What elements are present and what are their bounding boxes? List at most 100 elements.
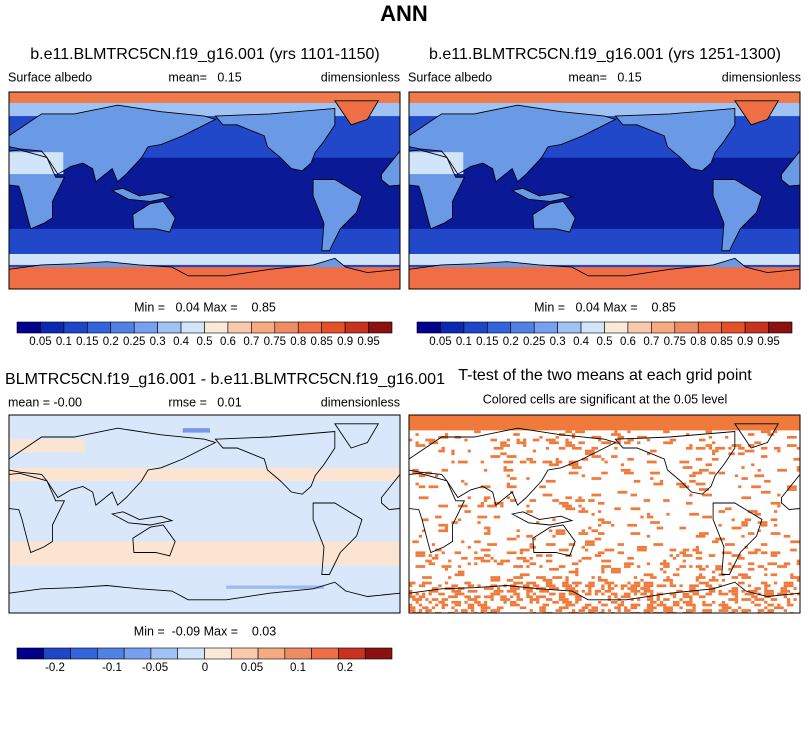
significant-cell [676,589,683,593]
colorbar-label: 0.4 [173,336,190,348]
significant-cell [672,595,677,599]
significant-cell [718,603,729,607]
significant-cell [734,474,739,478]
significant-cell [428,589,439,593]
significant-cell [630,507,641,511]
significant-cell [624,441,631,445]
significant-cell [516,534,520,538]
significant-cell [591,477,602,480]
significant-cell [435,554,439,557]
significant-cell [757,565,765,568]
significant-cell [588,526,592,530]
significant-cell [721,600,726,604]
significant-cell [565,444,576,447]
significant-cell [588,611,595,613]
significant-cell [630,589,641,593]
colorbar-label: 0.2 [103,336,119,348]
significant-cell [451,589,462,593]
significant-cell [764,606,768,610]
significant-cell [653,611,664,613]
significant-cell [685,446,693,450]
significant-cell [490,609,501,612]
significant-cell [568,460,579,464]
colorbar-swatch [177,647,205,660]
significant-cell [790,611,794,613]
significant-cell [669,554,673,557]
significant-cell [663,565,670,568]
significant-cell [467,584,475,588]
significant-cell [682,554,693,557]
significant-cell [542,493,553,497]
significant-cell [656,603,667,607]
significant-cell [770,598,778,601]
significant-cell [565,578,569,582]
sea-ice [9,253,400,265]
significant-cell [728,567,732,571]
significant-cell [545,438,556,442]
significant-cell [500,559,511,563]
significant-cell [597,578,608,582]
significant-cell [611,600,618,604]
significant-cell [461,540,465,544]
colorbar-label: 0.15 [76,336,98,348]
significant-cell [516,438,520,442]
significant-cell [532,584,540,588]
significant-cell [526,589,533,593]
significant-cell [483,600,488,604]
significant-cell [757,529,761,533]
colorbar-swatch [440,321,465,334]
significant-cell [529,545,537,549]
significant-cell [506,589,517,593]
significant-cell [578,504,582,508]
significant-cell [738,452,745,456]
significant-cell [444,581,449,585]
colorbar-label: 0.6 [220,336,236,348]
significant-cell [519,548,530,552]
significant-cell [744,592,755,596]
significant-cell [513,592,520,596]
significant-cell [536,576,546,579]
significant-cell [604,589,612,593]
significant-cell [679,598,683,601]
significant-cell [747,584,752,588]
significant-cell [708,589,716,593]
significant-cell [793,587,797,590]
significant-cell [506,551,517,555]
significant-cell [451,600,462,604]
colorbar-swatch [123,647,152,660]
significant-cell [738,446,745,450]
colorbar-label: 0.3 [550,336,566,348]
significant-cell [773,446,781,450]
colorbar-swatch [70,647,98,660]
significant-cell [529,600,533,604]
significant-cell [738,606,742,610]
significant-cell [591,576,595,579]
significant-cell [786,598,791,601]
significant-cell [526,565,530,568]
significant-cell [728,446,732,450]
significant-cell [597,518,605,522]
significant-cell [503,460,514,464]
significant-cell [506,485,517,489]
significant-cell [454,592,465,596]
significant-cell [474,562,478,566]
significant-cell [571,435,576,439]
significant-cell [441,565,452,568]
significant-cell [682,466,693,469]
significant-cell [695,534,706,538]
significant-cell [581,474,585,478]
significant-cell [565,438,569,442]
significant-cell [464,595,471,599]
map-frame [408,414,801,614]
colorbar-swatch [368,321,393,334]
significant-cell [461,556,468,560]
significant-cell [552,499,559,502]
significant-cell [571,581,582,585]
significant-cell [549,592,556,596]
significant-cell [448,595,458,599]
significant-cell [483,496,491,500]
significant-cell [571,466,582,469]
significant-cell [581,457,589,461]
significant-cell [594,554,602,557]
